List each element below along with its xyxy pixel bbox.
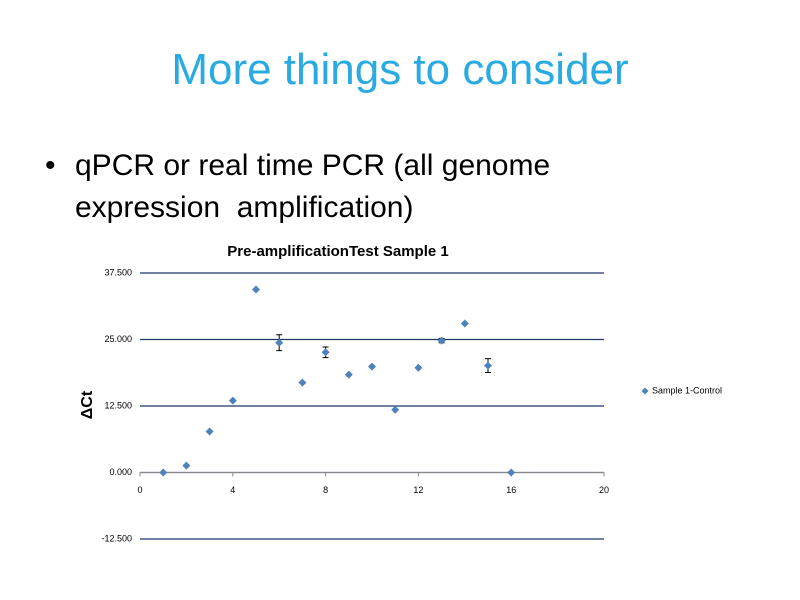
x-tick-label: 0 bbox=[137, 485, 142, 495]
x-tick-label: 16 bbox=[506, 485, 516, 495]
x-tick-label: 8 bbox=[323, 485, 328, 495]
data-point bbox=[414, 363, 423, 372]
x-tick-label: 20 bbox=[599, 485, 609, 495]
data-point bbox=[228, 396, 237, 405]
data-point bbox=[275, 338, 284, 347]
data-point bbox=[460, 319, 469, 328]
y-tick-label: 37.500 bbox=[104, 267, 132, 277]
bullet: qPCR or real time PCR (all genome expres… bbox=[45, 145, 605, 229]
bullet-list: qPCR or real time PCR (all genome expres… bbox=[45, 145, 605, 229]
y-tick-label: 12.500 bbox=[104, 400, 132, 410]
data-point bbox=[252, 285, 260, 294]
chart-title: Pre-amplificationTest Sample 1 bbox=[227, 243, 448, 260]
data-point bbox=[182, 461, 191, 470]
data-point bbox=[298, 378, 307, 387]
x-tick-label: 4 bbox=[230, 485, 235, 495]
data-point bbox=[344, 370, 353, 379]
y-tick-label: -12.500 bbox=[101, 533, 132, 543]
data-point bbox=[205, 427, 214, 436]
legend-label: Sample 1-Control bbox=[652, 385, 722, 395]
y-tick-label: 0.000 bbox=[109, 467, 132, 477]
data-point bbox=[321, 348, 330, 357]
slide-title: More things to consider bbox=[171, 45, 629, 94]
data-point bbox=[159, 468, 168, 477]
data-point bbox=[368, 362, 376, 371]
y-axis-label: ΔCt bbox=[79, 390, 96, 419]
legend-marker bbox=[641, 387, 649, 395]
x-tick-label: 12 bbox=[413, 485, 423, 495]
data-point bbox=[507, 468, 516, 477]
data-point bbox=[437, 336, 446, 345]
data-point bbox=[391, 405, 400, 414]
data-point bbox=[484, 361, 492, 370]
y-tick-label: 25.000 bbox=[104, 334, 132, 344]
